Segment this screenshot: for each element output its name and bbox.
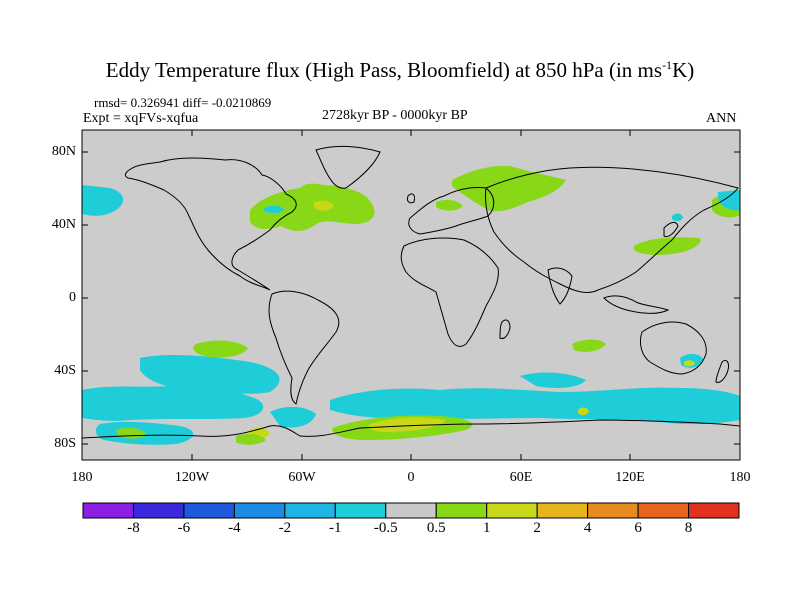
colorbar-label: 0.5 (426, 520, 446, 536)
experiment-label: Expt = xqFVs-xqfua (83, 111, 199, 126)
colorbar-label: -8 (127, 520, 140, 536)
coastline-africa (400, 237, 499, 347)
coastline-south-america (268, 290, 340, 405)
colorbar-box (233, 502, 286, 519)
southern-ocean-negative-pacific (82, 385, 264, 421)
colorbar-label: -1 (329, 520, 342, 536)
lon-label-0: 0 (407, 470, 415, 485)
east-antarctic-positive-spot (578, 407, 589, 416)
japan-positive-region (634, 237, 701, 255)
lon-label-60e: 60E (509, 470, 533, 485)
colorbar-box (334, 502, 387, 519)
plot-title: Eddy Temperature flux (High Pass, Bloomf… (105, 58, 695, 82)
colorbar-label: -2 (278, 520, 292, 536)
colorbar (82, 502, 740, 519)
south-indian-positive-region (572, 339, 606, 352)
lon-label-180w: 180 (71, 470, 93, 485)
coastline-antarctica (82, 419, 740, 439)
newfoundland-negative-region (264, 205, 284, 214)
colorbar-box (435, 502, 488, 519)
coastline-japan (663, 221, 679, 237)
lat-label-eq: 0 (69, 290, 76, 305)
coastline-greenland (315, 145, 381, 189)
coastline-indonesia (603, 295, 670, 314)
colorbar-box (486, 502, 538, 519)
colorbar-box (536, 502, 589, 519)
period-label: 2728kyr BP - 0000kyr BP (322, 108, 468, 123)
coastline-madagascar (499, 319, 511, 339)
axis-ticks (81, 130, 741, 460)
colorbar-label: 1 (482, 520, 491, 536)
lon-label-120e: 120E (615, 470, 645, 485)
southern-ocean-negative-indian-north (520, 372, 586, 388)
colorbar-label: 6 (634, 520, 642, 536)
southern-ocean-negative-atlantic (330, 387, 740, 425)
colorbar-box (637, 502, 690, 519)
coastline-asia (485, 166, 739, 293)
colorbar-box (688, 502, 740, 519)
lat-label-80n: 80N (51, 144, 76, 159)
lat-label-80s: 80S (54, 436, 76, 451)
coastline-new-zealand (715, 359, 729, 383)
siberia-positive-region (452, 165, 566, 212)
lon-label-120w: 120W (174, 470, 210, 485)
lat-label-40n: 40N (51, 217, 76, 232)
coastline-north-america (124, 157, 297, 291)
south-pacific-negative-tongue (140, 355, 280, 394)
colorbar-box (132, 502, 185, 519)
alaska-negative-region (82, 185, 124, 216)
colorbar-label: -6 (177, 520, 191, 536)
colorbar-box (183, 502, 235, 519)
norway-positive-region (436, 199, 463, 211)
coastlines (82, 145, 740, 439)
colorbar-label: 8 (684, 520, 693, 536)
amundsen-positive-region-2 (236, 433, 266, 445)
north-atlantic-core-region (314, 200, 334, 211)
lon-label-180e: 180 (729, 470, 751, 485)
japan-negative-spot (672, 213, 683, 222)
stats-label: rmsd= 0.326941 diff= -0.0210869 (94, 95, 272, 110)
alaska-negative-region-east (718, 190, 740, 211)
colorbar-box (284, 502, 336, 519)
anomaly-shading (82, 165, 740, 445)
coastline-india (547, 267, 573, 305)
lat-label-40s: 40S (54, 363, 76, 378)
colorbar-label: 4 (583, 520, 592, 536)
colorbar-box (385, 502, 437, 519)
south-pacific-positive-region (193, 340, 248, 358)
australia-positive-spot (684, 360, 695, 367)
colorbar-box (82, 502, 134, 519)
lon-label-60w: 60W (288, 470, 316, 485)
labrador-positive-region (309, 185, 344, 201)
drake-negative-region (270, 406, 316, 428)
coastline-uk (407, 193, 415, 204)
season-label: ANN (706, 111, 737, 126)
weddell-core-region (368, 417, 446, 432)
colorbar-box (587, 502, 639, 519)
colorbar-label: -4 (228, 520, 241, 536)
colorbar-label: 2 (533, 520, 541, 536)
coastline-australia (639, 321, 707, 375)
colorbar-label: -0.5 (373, 520, 398, 536)
